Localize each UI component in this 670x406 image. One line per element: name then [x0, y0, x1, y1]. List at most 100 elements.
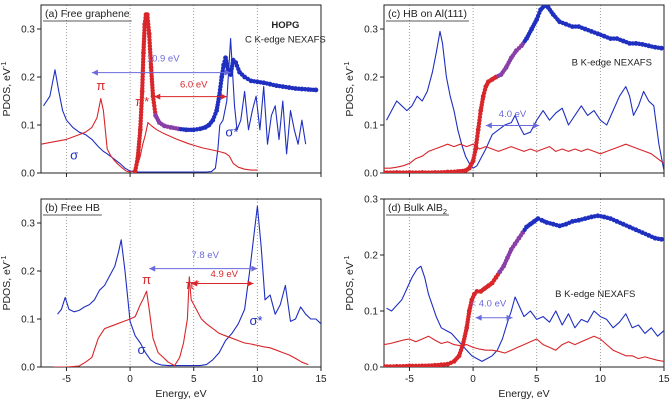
nexafs-interp-point [477, 118, 482, 123]
nexafs-data-point [659, 236, 664, 242]
arrowhead-right [224, 69, 231, 76]
arrowhead-left [475, 314, 482, 321]
panel-label: (d) Bulk AlB2 [388, 202, 447, 216]
arrowhead-right [533, 122, 540, 129]
nexafs-interp-point [474, 140, 479, 145]
nexafs-interp-point [151, 100, 157, 105]
ytick-label: 0.3 [364, 25, 378, 36]
nexafs-interp-point [217, 87, 223, 93]
nexafs-interp-point [473, 143, 479, 148]
ytick-label: 0.0 [21, 363, 35, 374]
xtick-label: 10 [595, 374, 607, 385]
y-axis-label: PDOS, eV-1 [0, 255, 13, 310]
nexafs-series [132, 12, 319, 173]
ytick-label: 0.1 [364, 121, 378, 132]
arrowhead-right [220, 93, 227, 100]
pi-pdos-line [384, 335, 664, 362]
nexafs-interp-point [476, 124, 481, 129]
nexafs-interp-point [218, 84, 223, 89]
series-group [384, 5, 664, 173]
nexafs-interp-point [152, 106, 157, 112]
y-axis-label: PDOS, eV-1 [342, 255, 356, 310]
y-axis-label-main: PDOS, eV [1, 68, 13, 116]
nexafs-data-point [299, 86, 305, 92]
ytick-label: 0.0 [21, 169, 35, 180]
annotation: B K-edge NEXAFS [555, 289, 635, 300]
panel-label-main: (a) Free graphene [45, 8, 130, 20]
panel-label: (a) Free graphene [45, 8, 130, 20]
arrowhead-right [247, 280, 254, 287]
nexafs-interp-point [477, 114, 483, 120]
x-axis-label: Energy, eV [155, 388, 206, 400]
y-axis-label: PDOS, eV-1 [342, 61, 356, 116]
annotation: π* [135, 94, 149, 109]
panel-a: 0.0 0.1 0.2 0.3 PDOS, eV-1 HOPG C K-edge NEXAF… [0, 4, 326, 180]
nexafs-interp-point [448, 169, 454, 173]
ytick-label: 0.2 [21, 73, 35, 84]
annotation: B K-edge NEXAFS [572, 57, 652, 68]
sigma-pdos-line [57, 205, 321, 367]
nexafs-interp-point [145, 18, 151, 24]
ytick-label: 0.3 [21, 25, 35, 36]
nexafs-data-point [313, 87, 319, 93]
xtick-label: -5 [62, 374, 71, 385]
panel-label-main: (d) Bulk AlB [388, 202, 443, 214]
y-axis-label-main: PDOS, eV [1, 262, 13, 310]
annotation: C K-edge NEXAFS [245, 34, 326, 45]
panel-label: (b) Free HB [45, 202, 100, 214]
arrowhead-left [485, 122, 492, 129]
pi-pdos-line [53, 276, 309, 367]
pi-pdos-line [384, 143, 664, 169]
y-axis-label-superscript: -1 [0, 61, 8, 68]
nexafs-data-point [474, 289, 480, 294]
panel-label-main: (c) HB on Al(111) [388, 8, 467, 20]
arrowhead-left [191, 280, 198, 287]
panel-label-main: (b) Free HB [45, 202, 100, 214]
panel-d: 0.0 0.1 0.2 0.3 -5 0 5 10 15 Energy, eV PDOS, eV-1… [342, 195, 670, 401]
nexafs-data-point [535, 216, 541, 222]
nexafs-data-point [293, 86, 298, 91]
nexafs-interp-point [146, 25, 151, 30]
xtick-label: 5 [534, 374, 540, 385]
arrowhead-right [506, 314, 513, 321]
ytick-label: 0.1 [21, 121, 35, 132]
y-axis-label-superscript: -1 [0, 255, 8, 262]
xtick-label: -5 [405, 374, 414, 385]
series-group [384, 213, 664, 367]
plot-frame [40, 4, 322, 174]
xtick-label: 0 [127, 374, 133, 385]
xtick-label: 5 [191, 374, 197, 385]
annotation: σ [138, 342, 146, 357]
nexafs-interp-point [152, 103, 157, 109]
sigma-pdos-line [386, 265, 664, 362]
ytick-label: 0.0 [364, 363, 378, 374]
y-axis-label-superscript: -1 [342, 255, 351, 262]
series-group [41, 12, 319, 173]
sigma-pdos-line [43, 38, 307, 173]
panel-b: 0.0 0.1 0.2 0.3 -5 0 5 10 15 Energy, eV PDOS, eV-1… [0, 198, 327, 400]
nexafs-series [384, 213, 664, 367]
annotation: 4.9 eV [211, 269, 239, 280]
sigma-pdos-line [386, 30, 664, 171]
nexafs-data-point [541, 5, 547, 9]
annotation: 7.8 eV [191, 250, 219, 261]
annotation: σ* [225, 125, 238, 140]
annotation: 10.9 eV [147, 54, 180, 65]
annotation: < 4.0 eV [471, 299, 507, 310]
x-axis-label: Energy, eV [498, 388, 549, 400]
ytick-label: 0.2 [364, 251, 378, 262]
plot-frame [383, 198, 665, 368]
annotation: 4.0 eV [499, 109, 527, 120]
plot-frame [383, 4, 665, 174]
nexafs-interp-point [146, 22, 151, 27]
xtick-label: 0 [470, 374, 476, 385]
ytick-label: 0.0 [364, 169, 378, 180]
nexafs-interp-point [475, 134, 480, 139]
pi-pdos-line [41, 98, 258, 173]
nexafs-interp-point [476, 121, 482, 126]
panel-label: (c) HB on Al(111) [388, 8, 467, 20]
xtick-label: 10 [252, 374, 264, 385]
annotation: π [96, 78, 105, 93]
panel-label-subscript: 2 [443, 207, 447, 216]
